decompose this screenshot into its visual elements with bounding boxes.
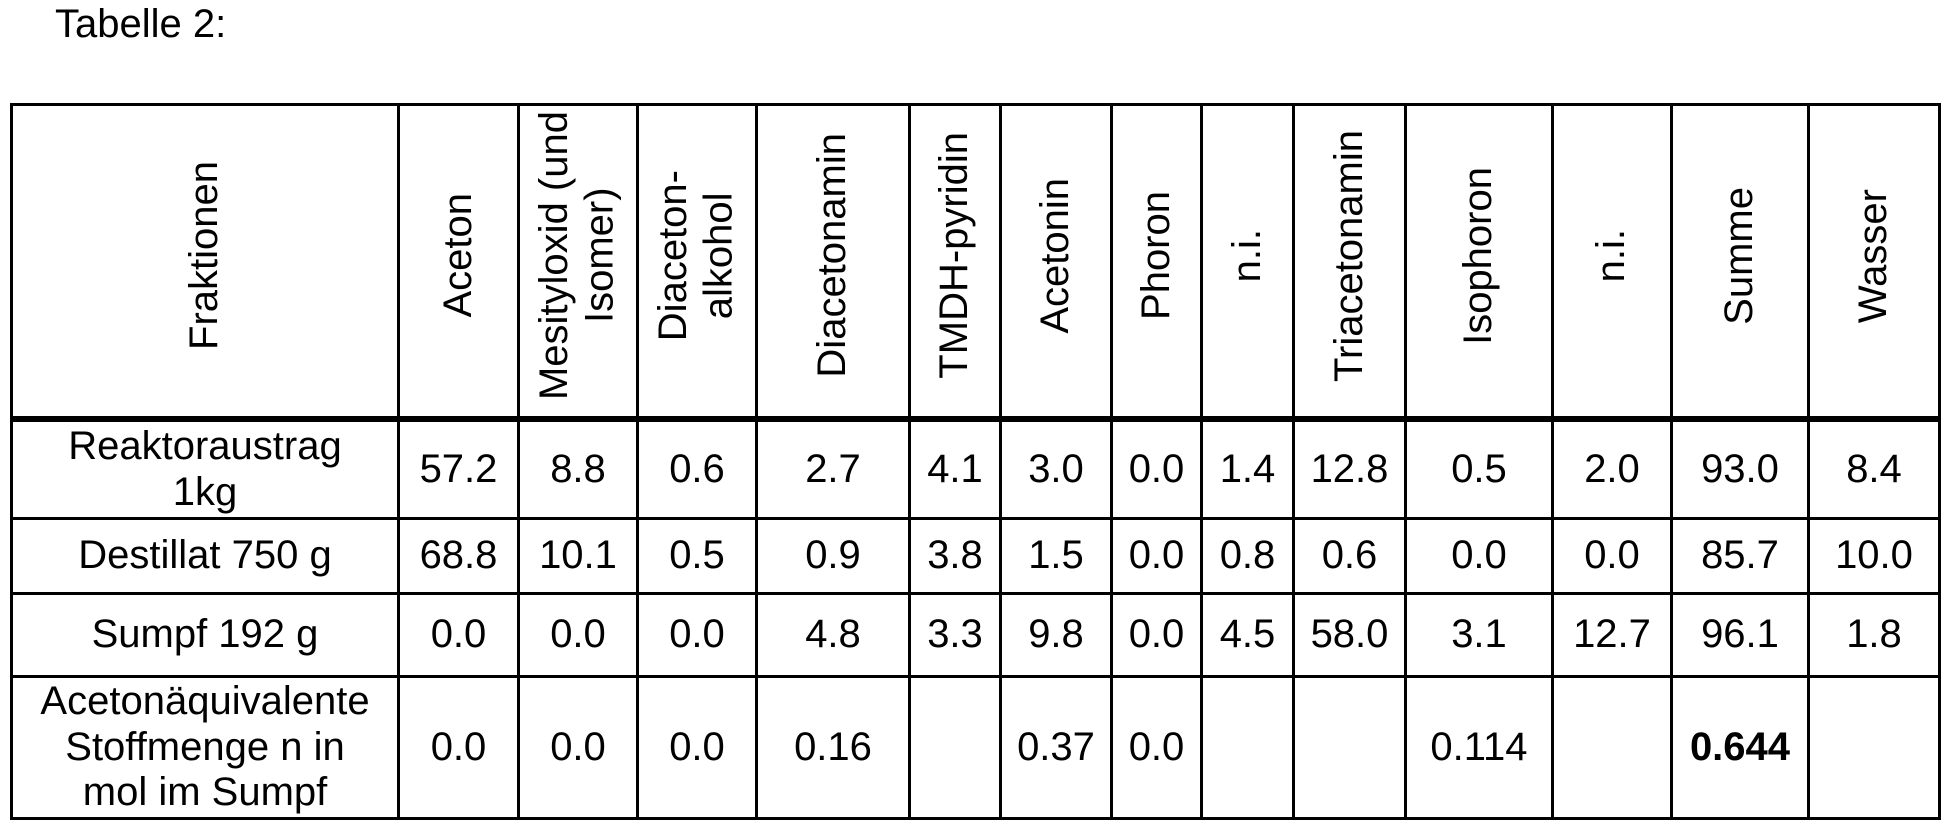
row-label: Reaktoraustrag 1kg (10, 417, 400, 520)
column-header-tmdh-pyridin: TMDH-pyridin (908, 103, 1002, 422)
data-cell: 4.8 (755, 592, 911, 678)
data-cell: 0.5 (1404, 417, 1554, 520)
row-label: Destillat 750 g (10, 517, 400, 595)
column-header-label: Wasser (1851, 188, 1896, 323)
column-header-wasser: Wasser (1807, 103, 1941, 422)
data-cell: 0.114 (1404, 675, 1554, 820)
row-label: Acetonäquivalente Stoffmenge n in mol im… (10, 675, 400, 820)
data-cell: 0.0 (1110, 517, 1203, 595)
column-header-mesityloxid: Mesityloxid (und Isomer) (517, 103, 639, 422)
table-row-reaktoraustrag: Reaktoraustrag 1kg 57.2 8.8 0.6 2.7 4.1 … (10, 417, 1941, 520)
row-label: Sumpf 192 g (10, 592, 400, 678)
data-cell: 8.4 (1807, 417, 1941, 520)
data-cell: 0.0 (1110, 592, 1203, 678)
data-cell: 0.0 (517, 675, 639, 820)
column-header-diacetonamin: Diacetonamin (755, 103, 911, 422)
data-cell: 0.0 (1551, 517, 1673, 595)
data-cell: 0.16 (755, 675, 911, 820)
data-cell: 3.3 (908, 592, 1002, 678)
column-header-label: Isophoron (1456, 166, 1501, 345)
data-cell: 10.1 (517, 517, 639, 595)
data-cell: 0.9 (755, 517, 911, 595)
data-cell: 0.37 (999, 675, 1113, 820)
data-cell: 0.0 (636, 675, 758, 820)
column-header-label: Diacetonamin (810, 133, 855, 378)
column-header-ni-1: n.i. (1200, 103, 1295, 422)
data-cell: 0.0 (1110, 417, 1203, 520)
column-header-label: Diaceton- alkohol (651, 170, 741, 342)
data-cell: 93.0 (1670, 417, 1810, 520)
column-header-fraktionen: Fraktionen (10, 103, 400, 422)
header-row: Fraktionen Aceton Mesityloxid (und Isome… (10, 103, 1941, 422)
data-cell: 4.1 (908, 417, 1002, 520)
data-cell-summe-bold: 0.644 (1670, 675, 1810, 820)
column-header-label: n.i. (1589, 229, 1634, 283)
column-header-label: Phoron (1133, 191, 1178, 321)
column-header-summe: Summe (1670, 103, 1810, 422)
column-header-label: Mesityloxid (und Isomer) (532, 111, 622, 401)
table-row-destillat: Destillat 750 g 68.8 10.1 0.5 0.9 3.8 1.… (10, 517, 1941, 595)
data-cell: 3.1 (1404, 592, 1554, 678)
data-cell: 0.6 (1292, 517, 1407, 595)
data-cell: 3.8 (908, 517, 1002, 595)
column-header-acetonin: Acetonin (999, 103, 1113, 422)
column-header-phoron: Phoron (1110, 103, 1203, 422)
data-cell: 0.0 (517, 592, 639, 678)
column-header-label: Fraktionen (182, 161, 227, 351)
data-cell (1292, 675, 1407, 820)
data-cell: 0.0 (397, 592, 520, 678)
data-cell: 2.0 (1551, 417, 1673, 520)
data-cell: 12.8 (1292, 417, 1407, 520)
data-cell: 10.0 (1807, 517, 1941, 595)
column-header-aceton: Aceton (397, 103, 520, 422)
data-cell (1807, 675, 1941, 820)
column-header-label: n.i. (1224, 229, 1269, 283)
data-cell: 57.2 (397, 417, 520, 520)
column-header-label: Summe (1717, 186, 1762, 325)
data-cell: 4.5 (1200, 592, 1295, 678)
data-cell: 9.8 (999, 592, 1113, 678)
data-cell: 0.0 (1110, 675, 1203, 820)
column-header-isophoron: Isophoron (1404, 103, 1554, 422)
data-cell: 3.0 (999, 417, 1113, 520)
table-row-sumpf: Sumpf 192 g 0.0 0.0 0.0 4.8 3.3 9.8 0.0 … (10, 592, 1941, 678)
column-header-label: TMDH-pyridin (932, 132, 977, 380)
data-cell: 0.0 (636, 592, 758, 678)
data-cell: 0.8 (1200, 517, 1295, 595)
data-cell: 0.6 (636, 417, 758, 520)
table-row-acetonaequivalente: Acetonäquivalente Stoffmenge n in mol im… (10, 675, 1941, 820)
data-cell: 12.7 (1551, 592, 1673, 678)
data-cell: 8.8 (517, 417, 639, 520)
data-cell: 1.4 (1200, 417, 1295, 520)
data-cell (1200, 675, 1295, 820)
data-cell (908, 675, 1002, 820)
data-cell: 68.8 (397, 517, 520, 595)
column-header-label: Aceton (435, 193, 480, 318)
data-cell: 1.8 (1807, 592, 1941, 678)
column-header-ni-2: n.i. (1551, 103, 1673, 422)
data-cell: 0.5 (636, 517, 758, 595)
data-cell: 1.5 (999, 517, 1113, 595)
data-cell: 0.0 (397, 675, 520, 820)
column-header-label: Acetonin (1033, 177, 1078, 334)
data-cell: 96.1 (1670, 592, 1810, 678)
data-cell: 58.0 (1292, 592, 1407, 678)
data-table: Fraktionen Aceton Mesityloxid (und Isome… (10, 103, 1941, 820)
data-cell: 2.7 (755, 417, 911, 520)
column-header-diacetonalkohol: Diaceton- alkohol (636, 103, 758, 422)
data-cell (1551, 675, 1673, 820)
data-cell: 0.0 (1404, 517, 1554, 595)
column-header-triacetonamin: Triacetonamin (1292, 103, 1407, 422)
page-title: Tabelle 2: (55, 2, 227, 46)
column-header-label: Triacetonamin (1326, 129, 1371, 382)
data-cell: 85.7 (1670, 517, 1810, 595)
